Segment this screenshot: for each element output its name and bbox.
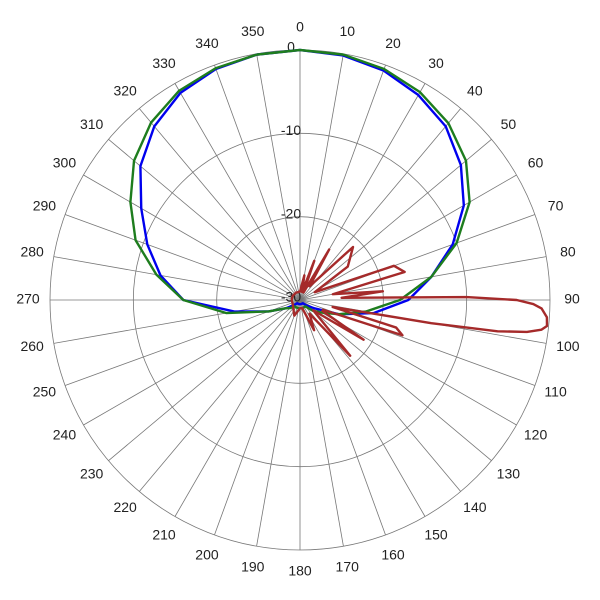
angle-tick-label: 320: [113, 82, 137, 98]
angle-tick-label: 10: [339, 23, 355, 39]
spoke-line: [83, 174, 301, 301]
spoke-line: [299, 108, 462, 301]
angle-tick-label: 220: [113, 499, 137, 515]
angle-tick-label: 40: [467, 82, 483, 98]
angle-tick-label: 160: [381, 546, 405, 562]
spoke-line: [64, 214, 301, 301]
angle-tick-label: 250: [33, 384, 57, 400]
spoke-line: [256, 299, 301, 547]
spoke-line: [53, 299, 301, 344]
angle-tick-label: 50: [501, 116, 517, 132]
spoke-line: [138, 299, 301, 492]
angle-tick-label: 170: [336, 559, 360, 575]
spoke-line: [138, 108, 301, 301]
angle-tick-label: 150: [424, 526, 448, 542]
angle-tick-label: 350: [241, 23, 265, 39]
angle-tick-label: 100: [556, 338, 580, 354]
angle-tick-label: 210: [152, 526, 176, 542]
angle-tick-label: 180: [288, 563, 312, 579]
spoke-line: [64, 299, 301, 386]
spoke-line: [53, 256, 301, 301]
angle-tick-label: 90: [564, 291, 580, 307]
spoke-line: [299, 299, 344, 547]
radial-tick-label: -10: [281, 122, 301, 138]
angle-tick-label: 120: [524, 427, 548, 443]
angle-tick-label: 330: [152, 55, 176, 71]
spoke-line: [299, 299, 492, 462]
angle-tick-label: 60: [528, 155, 544, 171]
angle-tick-label: 310: [80, 116, 104, 132]
radial-tick-label: -20: [281, 205, 301, 221]
spoke-line: [214, 299, 301, 536]
angle-tick-label: 140: [463, 499, 487, 515]
angle-tick-label: 0: [296, 19, 304, 35]
grid-ring: [132, 132, 468, 468]
angle-tick-label: 200: [195, 546, 219, 562]
spoke-line: [256, 53, 301, 301]
spoke-line: [299, 174, 517, 301]
angle-tick-label: 70: [548, 198, 564, 214]
spoke-line: [299, 53, 344, 301]
angle-tick-label: 340: [195, 35, 219, 51]
pattern-line: [290, 245, 549, 357]
spoke-line: [299, 138, 492, 301]
angle-tick-label: 240: [53, 427, 77, 443]
angle-tick-label: 260: [20, 338, 44, 354]
angle-tick-label: 300: [53, 155, 77, 171]
angle-tick-label: 230: [80, 466, 104, 482]
spoke-line: [174, 299, 301, 517]
spoke-line: [83, 299, 301, 426]
angle-tick-label: 270: [16, 291, 40, 307]
angle-tick-label: 110: [544, 384, 567, 400]
angle-tick-label: 30: [428, 55, 444, 71]
angle-tick-label: 20: [385, 35, 401, 51]
angle-tick-label: 80: [560, 243, 576, 259]
spoke-line: [214, 64, 301, 301]
spoke-line: [108, 299, 301, 462]
spoke-line: [299, 299, 426, 517]
angle-tick-label: 280: [20, 243, 44, 259]
spoke-line: [299, 214, 536, 301]
angle-tick-label: 190: [241, 559, 265, 575]
spoke-line: [174, 83, 301, 301]
angle-tick-label: 290: [33, 198, 57, 214]
radial-tick-label: 0: [287, 39, 295, 55]
pattern-line: [139, 48, 466, 316]
spoke-line: [299, 299, 386, 536]
angle-tick-label: 130: [497, 466, 521, 482]
grid-ring: [216, 216, 384, 384]
